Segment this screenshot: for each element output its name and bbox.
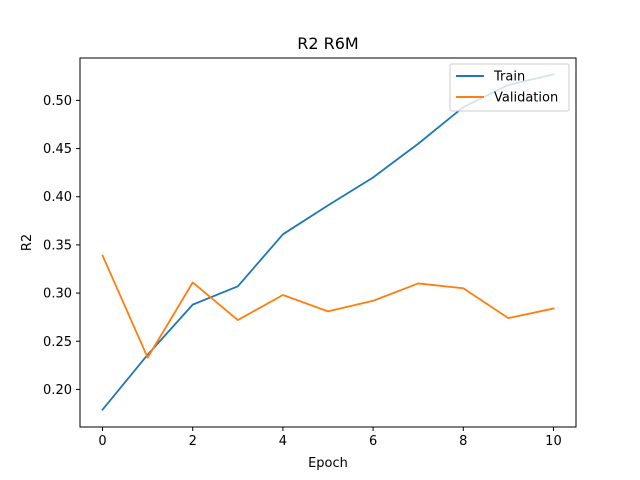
y-tick-label: 0.20 [43,383,72,398]
x-axis: 0 2 4 6 8 10 [98,427,562,449]
y-axis: 0.20 0.25 0.30 0.35 0.40 0.45 0.50 [43,94,80,398]
y-tick-label: 0.40 [43,190,72,205]
y-tick-label: 0.45 [43,142,72,157]
x-tick-label: 6 [369,434,377,449]
y-tick-label: 0.35 [43,238,72,253]
legend-label-validation: Validation [494,91,558,106]
plot-area [79,57,577,428]
x-tick-label: 8 [459,434,467,449]
y-axis-label: R2 [20,234,35,251]
x-tick-label: 4 [279,434,287,449]
x-tick-label: 0 [98,434,106,449]
x-tick-label: 10 [545,434,562,449]
series-line-validation [101,254,555,359]
legend-label-train: Train [493,70,525,85]
y-tick-label: 0.30 [43,287,72,302]
chart-title: R2 R6M [297,34,358,53]
y-tick-label: 0.50 [43,94,72,109]
plot-frame [79,57,577,428]
y-tick-label: 0.25 [43,335,72,350]
x-tick-label: 2 [189,434,197,449]
x-axis-label: Epoch [308,456,348,471]
legend: Train Validation [449,63,570,112]
